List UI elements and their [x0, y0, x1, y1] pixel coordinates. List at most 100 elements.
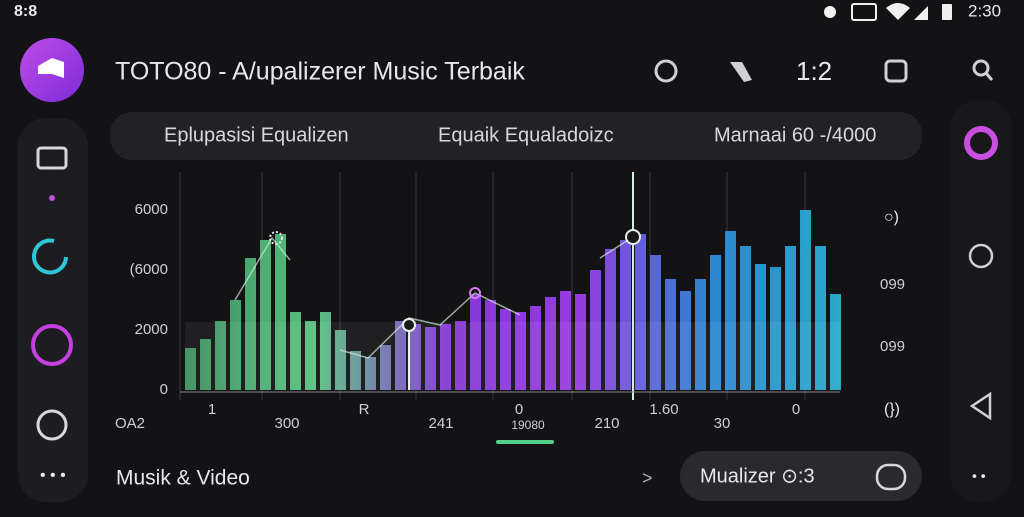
bar — [530, 306, 541, 390]
y-tick-label: 0 — [160, 381, 168, 398]
footer-button-label: Mualizer ⊙:3 — [700, 465, 815, 487]
bar — [380, 345, 391, 390]
bar — [230, 300, 241, 390]
bar — [575, 294, 586, 390]
rail-device[interactable] — [36, 146, 68, 170]
call-button[interactable] — [730, 62, 752, 82]
bar — [800, 210, 811, 390]
footer-button[interactable] — [680, 451, 922, 501]
home-button[interactable] — [968, 243, 994, 269]
search-button[interactable] — [654, 59, 678, 83]
nav-more[interactable]: • • — [972, 468, 986, 484]
icon-battery — [942, 4, 952, 20]
bar — [710, 255, 721, 390]
bar — [425, 327, 436, 390]
status-icons — [824, 3, 952, 21]
bar — [200, 339, 211, 390]
bar — [635, 234, 646, 390]
x-tick-label: OA2 — [115, 415, 145, 432]
bar — [695, 279, 706, 390]
app-title: TOTO80 - A/upalizerer Music Terbaik — [115, 58, 525, 86]
rail-more[interactable]: • • • — [40, 467, 66, 484]
bar — [335, 330, 346, 390]
bar — [485, 300, 496, 390]
rail-dot — [49, 195, 55, 201]
y-tick-label: 2000 — [135, 321, 168, 338]
marker[interactable] — [269, 231, 283, 245]
icon-signal — [914, 6, 928, 20]
bar — [470, 294, 481, 390]
x-tick-label: R — [359, 401, 370, 418]
x-tick-label: 19080 — [511, 418, 545, 432]
marker[interactable] — [402, 318, 416, 332]
right-icon[interactable]: ○) — [884, 209, 899, 226]
x-tick-label: 300 — [274, 415, 299, 432]
left-rail — [18, 118, 88, 502]
x-tick-label: 0 — [792, 401, 800, 418]
bar — [770, 267, 781, 390]
bar — [545, 297, 556, 390]
icon-wifi — [886, 3, 910, 20]
bar — [605, 249, 616, 390]
right-label: 099 — [880, 276, 905, 293]
counter: 1:2 — [796, 56, 832, 86]
footer-toggle[interactable] — [875, 463, 907, 491]
bar — [755, 264, 766, 390]
bar — [815, 246, 826, 390]
bar — [725, 231, 736, 390]
share-button[interactable] — [884, 59, 908, 83]
bar — [350, 351, 361, 390]
bar — [560, 291, 571, 390]
bar — [290, 312, 301, 390]
search-handle — [984, 72, 994, 81]
bar — [365, 357, 376, 390]
rail-progress[interactable] — [32, 238, 68, 275]
marker[interactable] — [469, 287, 481, 299]
y-tick-label: 6000 — [135, 201, 168, 218]
bar — [590, 270, 601, 390]
tab[interactable]: Marnaai 60 -/4000 — [714, 124, 876, 146]
right-icon[interactable]: (}) — [884, 401, 900, 418]
right-rail — [950, 100, 1012, 502]
bar — [245, 258, 256, 390]
right-label: 099 — [880, 338, 905, 355]
bar — [305, 321, 316, 390]
x-tick-label: 210 — [594, 415, 619, 432]
back-button[interactable] — [969, 391, 992, 421]
x-tick-label: 1 — [208, 401, 216, 418]
bar — [320, 312, 331, 390]
bar — [395, 321, 406, 390]
bar — [455, 321, 466, 390]
equalizer-bars — [185, 210, 841, 390]
status-time: 2:30 — [968, 1, 1001, 20]
marker[interactable] — [625, 229, 641, 245]
x-tick-label: 241 — [428, 415, 453, 432]
bar — [680, 291, 691, 390]
bar — [785, 246, 796, 390]
bar — [830, 294, 841, 390]
y-tick-label: (6000 — [130, 261, 168, 278]
status-left: 8:8 — [14, 3, 37, 20]
bar — [740, 246, 751, 390]
tab[interactable]: Equaik Equaladoizc — [438, 124, 614, 146]
footer-arrow[interactable]: > — [642, 468, 653, 488]
bar-sheen — [185, 322, 840, 390]
icon-bug — [824, 6, 836, 18]
bar — [650, 255, 661, 390]
tab-bar — [110, 112, 922, 160]
tab[interactable]: Eplupasisi Equalizen — [164, 124, 349, 146]
slider-indicator — [496, 440, 554, 444]
x-tick-label: 30 — [714, 415, 731, 432]
rail-record[interactable] — [31, 324, 73, 366]
rail-timer[interactable] — [36, 409, 68, 441]
bar — [410, 324, 421, 390]
search-icon[interactable] — [972, 59, 990, 77]
x-tick-label: 0 — [515, 401, 523, 418]
bar — [665, 279, 676, 390]
x-tick-label: 1.60 — [649, 401, 678, 418]
color-wheel[interactable] — [964, 126, 998, 160]
overlay — [234, 172, 641, 400]
bar — [215, 321, 226, 390]
